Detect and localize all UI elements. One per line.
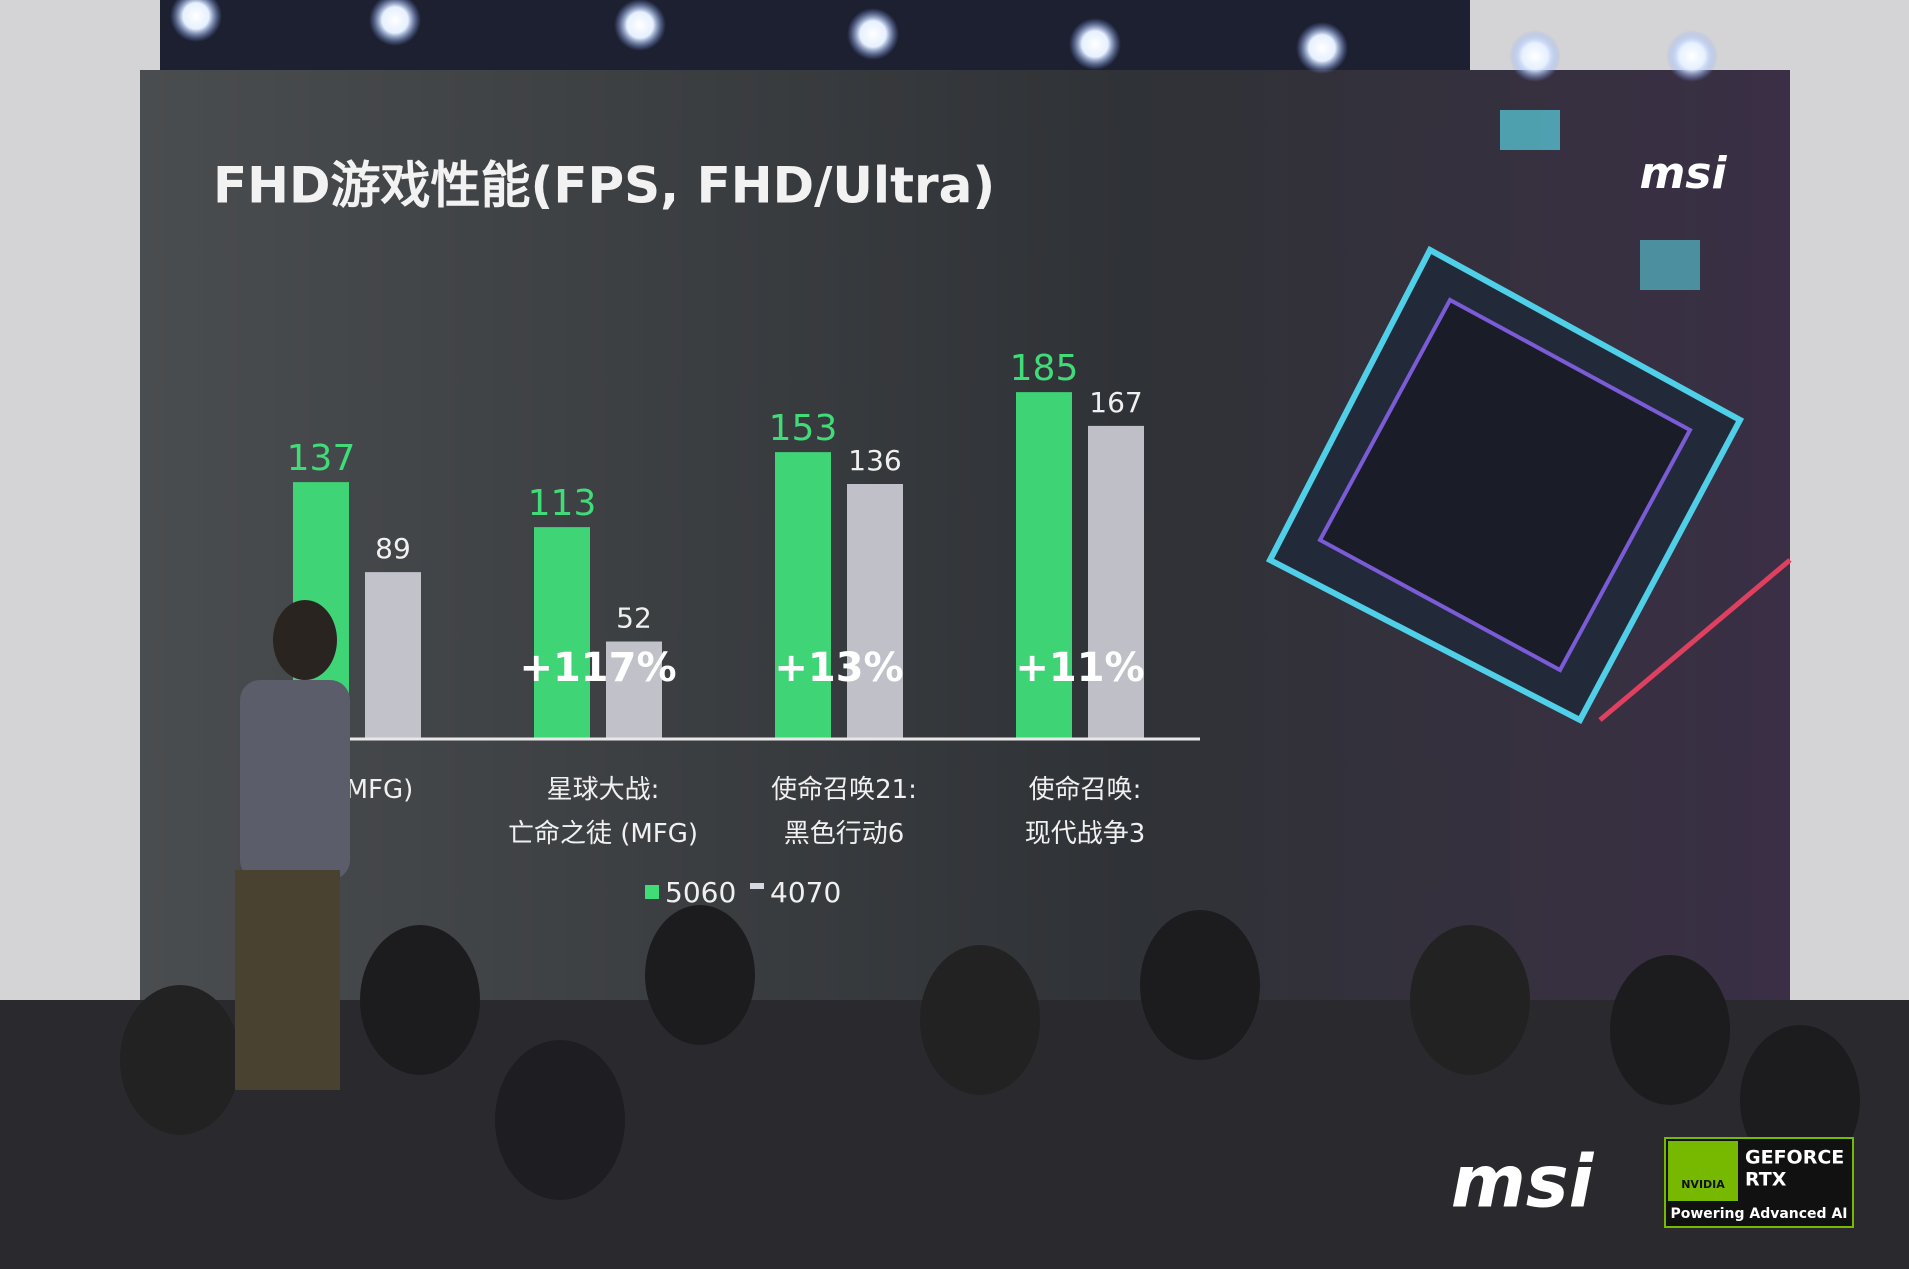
presenter (235, 600, 350, 1090)
badge-maker: NVIDIA (1681, 1178, 1725, 1191)
value-label: 167 (1089, 386, 1142, 419)
geforce-badge: NVIDIA GEFORCE RTX Powering Advanced AI (1664, 1137, 1854, 1228)
gain-label: +117% (519, 645, 676, 691)
stage-logo: msi (1451, 1140, 1595, 1224)
bar (1088, 425, 1144, 739)
value-label: 136 (848, 444, 901, 477)
x-tick-label: 星球大战:亡命之徒 (MFG) (508, 775, 698, 849)
legend-swatch (645, 885, 659, 899)
value-label: 113 (528, 483, 597, 524)
legend-label: 4070 (770, 876, 841, 909)
gain-label: +11% (1015, 645, 1144, 691)
value-label: 137 (287, 438, 356, 479)
badge-title: GEFORCE (1745, 1147, 1844, 1169)
bar (606, 641, 662, 739)
legend-swatch (750, 883, 764, 889)
value-label: 89 (375, 532, 411, 565)
slide-logo: msi (1639, 148, 1727, 199)
value-label: 52 (616, 602, 652, 635)
x-tick-label: 使命召唤:现代战争3 (1025, 775, 1146, 849)
badge-tagline: Powering Advanced AI (1670, 1206, 1847, 1222)
bar (847, 484, 903, 739)
x-tick-label: 使命召唤21:黑色行动6 (771, 775, 917, 849)
circuit-decor (1265, 110, 1792, 725)
badge-subtitle: RTX (1745, 1169, 1787, 1191)
chart-title: FHD游戏性能(FPS, FHD/Ultra) (213, 157, 995, 215)
bar (1016, 392, 1072, 739)
stage-lights (170, 0, 1718, 82)
gain-label: +13% (774, 645, 903, 691)
bar (534, 527, 590, 739)
bar (775, 452, 831, 739)
audience (0, 905, 1909, 1269)
value-label: 185 (1010, 348, 1079, 389)
value-label: 153 (769, 408, 838, 449)
legend-label: 5060 (665, 876, 736, 909)
bar (365, 572, 421, 739)
